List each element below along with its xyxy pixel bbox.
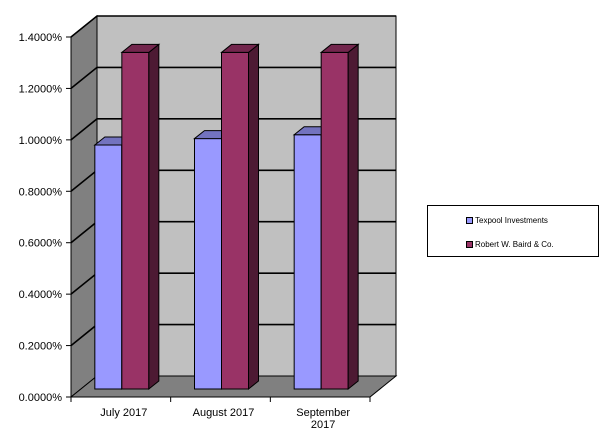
y-tick-label: 0.8000%	[19, 186, 63, 198]
y-tick-label: 1.2000%	[19, 83, 63, 95]
legend: Texpool Investments Robert W. Baird & Co…	[427, 205, 599, 257]
y-tick-label: 1.4000%	[19, 32, 63, 44]
y-tick-label: 0.0000%	[19, 392, 63, 404]
bar-texpool-front	[293, 134, 322, 390]
bar-baird-top	[319, 43, 360, 53]
side-wall	[70, 14, 98, 399]
x-tick-label: August 2017	[193, 407, 255, 419]
bar-baird-top	[120, 43, 161, 53]
bar-texpool-front	[194, 138, 222, 390]
legend-item-texpool: Texpool Investments	[466, 214, 548, 226]
y-tick-label: 1.0000%	[19, 135, 63, 147]
legend-swatch-baird	[466, 240, 473, 248]
gridline	[70, 66, 396, 90]
legend-label-baird: Robert W. Baird & Co.	[475, 239, 554, 249]
bar-baird-front	[121, 51, 150, 390]
bar-baird-top	[220, 43, 260, 53]
x-tick-label: 2017	[311, 419, 335, 431]
bar-texpool-front	[94, 144, 123, 390]
legend-swatch-texpool	[466, 216, 473, 224]
legend-item-baird: Robert W. Baird & Co.	[466, 238, 554, 250]
y-tick-label: 0.6000%	[19, 238, 63, 250]
x-tick-label: July 2017	[100, 407, 147, 419]
legend-label-texpool: Texpool Investments	[475, 215, 548, 225]
bar-baird-side	[248, 43, 259, 391]
y-tick-label: 0.4000%	[19, 289, 63, 301]
bar-baird-front	[320, 51, 349, 390]
gridline	[70, 15, 396, 38]
bar-baird-front	[221, 51, 249, 390]
x-tick-label: September	[296, 407, 350, 419]
bar-baird-side	[347, 43, 359, 391]
gridline	[70, 118, 396, 141]
y-tick-label: 0.2000%	[19, 341, 63, 353]
bar-baird-side	[148, 43, 160, 391]
